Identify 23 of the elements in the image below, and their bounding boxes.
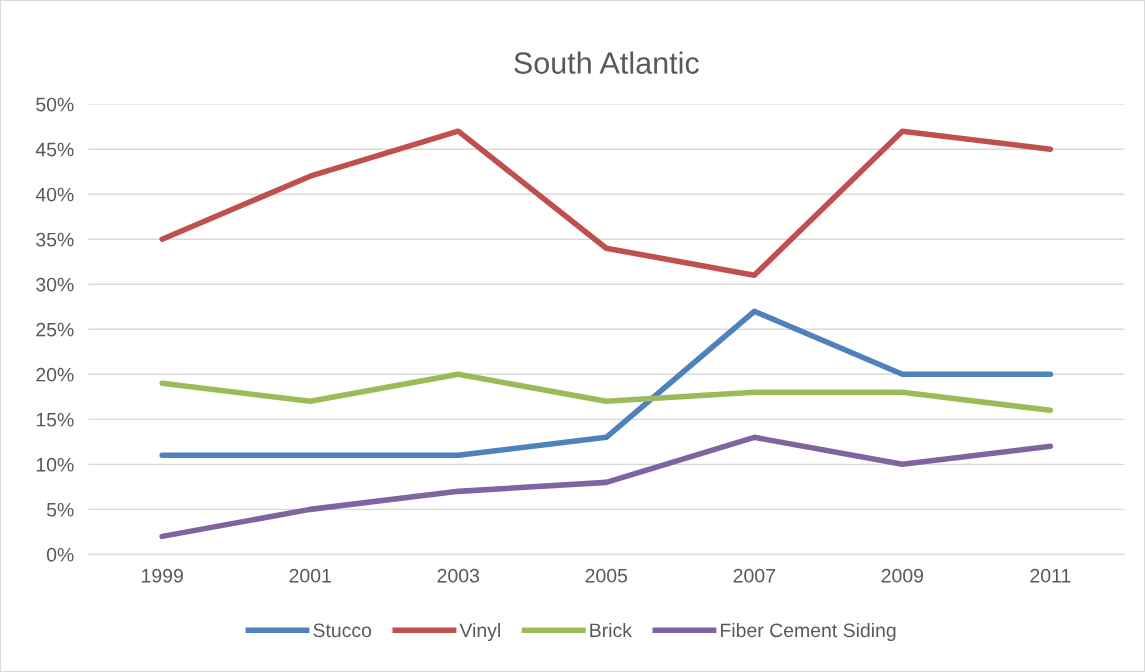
- y-tick-label: 0%: [46, 547, 74, 562]
- chart-title: South Atlantic: [514, 51, 699, 74]
- x-tick-label: 2003: [437, 568, 480, 583]
- y-tick-label: 10%: [36, 457, 74, 472]
- legend-label: Fiber Cement Siding: [721, 622, 896, 642]
- x-tick-label: 2001: [289, 568, 331, 583]
- legend-label: Vinyl: [459, 622, 500, 642]
- y-tick-label: 5%: [46, 502, 74, 517]
- x-tick-label: 2011: [1030, 568, 1071, 583]
- y-tick-label: 35%: [36, 232, 74, 247]
- legend-label: Stucco: [313, 623, 372, 638]
- y-tick-label: 45%: [35, 142, 74, 157]
- y-tick-label: 25%: [36, 322, 74, 337]
- x-tick-label: 2005: [585, 568, 628, 583]
- y-tick-label: 15%: [36, 412, 74, 427]
- x-tick-label: 1999: [142, 568, 183, 583]
- y-tick-label: 20%: [36, 367, 74, 382]
- y-tick-label: 40%: [35, 187, 74, 202]
- y-tick-label: 30%: [36, 277, 74, 292]
- x-tick-label: 2007: [733, 568, 775, 583]
- y-tick-label: 50%: [36, 97, 74, 112]
- x-tick-label: 2009: [881, 568, 924, 583]
- legend-label: Brick: [590, 622, 632, 638]
